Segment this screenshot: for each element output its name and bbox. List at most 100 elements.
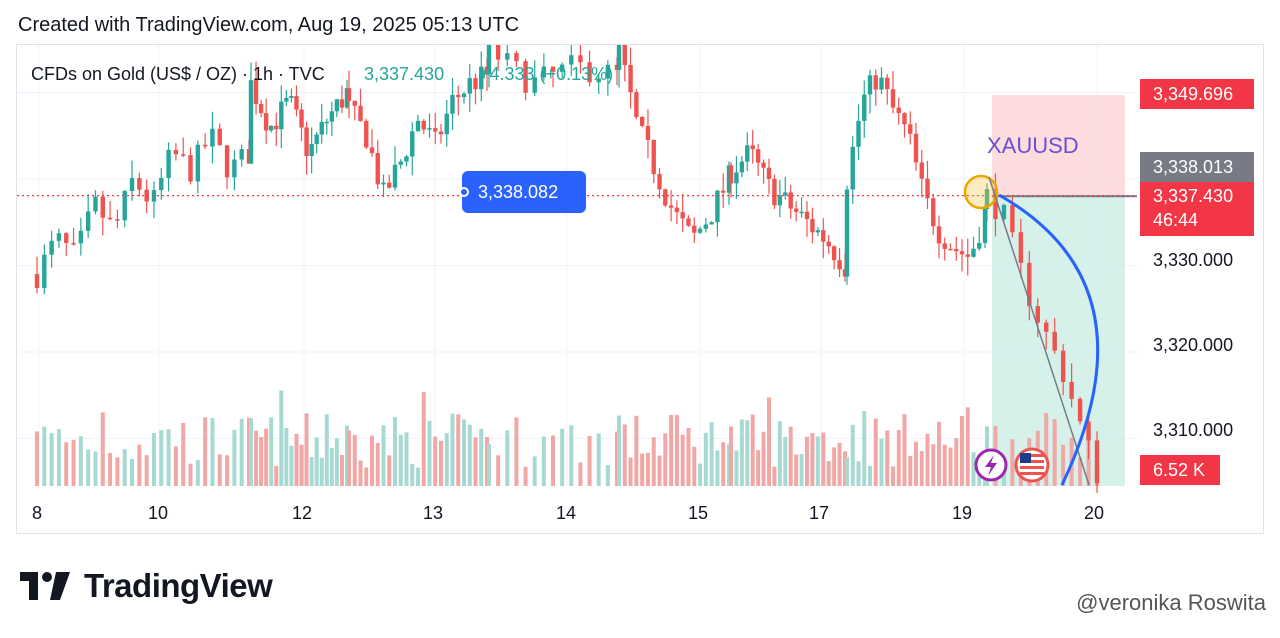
volume-bar (304, 413, 309, 486)
candle-body (369, 147, 375, 154)
candle-body (100, 196, 105, 218)
candle-body (810, 219, 815, 233)
candle-body (896, 107, 901, 114)
candle-body (634, 92, 639, 117)
candle-body (1035, 306, 1040, 323)
volume-bar (821, 432, 826, 486)
volume-bar (587, 436, 592, 486)
volume-bar (896, 429, 901, 486)
current-price: 3,337.430 (1153, 186, 1233, 206)
us-flag-icon[interactable] (1014, 447, 1050, 483)
candle-body (410, 131, 415, 157)
candle-body (977, 242, 982, 249)
candle-body (954, 248, 959, 252)
volume-bar (416, 467, 420, 486)
candle-body (569, 55, 574, 65)
candle-body (239, 149, 244, 160)
volume-bar (225, 455, 230, 486)
tradingview-logo: TradingView (20, 566, 273, 606)
volume-bar (450, 413, 455, 486)
volume-bar (439, 440, 443, 486)
volume-bar (862, 411, 867, 486)
event-lightning-icon[interactable] (974, 448, 1008, 482)
candle-body (299, 109, 304, 128)
candle-body (596, 78, 601, 83)
candle-body (799, 211, 804, 214)
candle-body (541, 66, 547, 78)
candle-body (444, 113, 449, 135)
candle-body (959, 251, 965, 255)
volume-bar (680, 434, 685, 486)
candle-body (697, 228, 703, 233)
volume-bar (444, 433, 449, 486)
volume-bar (772, 466, 777, 486)
volume-bar (960, 416, 964, 486)
volume-bar (628, 457, 633, 486)
volume-bar (274, 465, 279, 486)
volume-bar (1061, 444, 1066, 486)
x-tick-15: 15 (688, 503, 708, 523)
candle-body (837, 260, 842, 270)
candle-body (1010, 205, 1015, 233)
candle-body (559, 64, 565, 72)
candle-body (461, 93, 467, 98)
candle-body (122, 190, 127, 221)
volume-bar (462, 419, 466, 486)
candle-body (159, 177, 164, 191)
candle-body (456, 94, 461, 98)
volume-bar (805, 436, 809, 486)
candle-body (495, 45, 501, 60)
volume-bar (942, 444, 947, 486)
candle-body (224, 145, 230, 178)
volume-bar (1052, 419, 1057, 486)
candle-body (427, 128, 432, 130)
volume-value: 6.52 K (1153, 460, 1205, 480)
volume-bar (100, 412, 105, 486)
candle-body (438, 131, 444, 135)
candle-body (364, 120, 369, 148)
volume-bar (850, 424, 855, 486)
candle-body (93, 196, 98, 212)
last-quote: 3,337.430 (364, 64, 444, 84)
candle-body (34, 274, 40, 288)
y-tick-3320: 3,320.000 (1153, 335, 1233, 355)
candle-body (850, 146, 855, 190)
candle-body (56, 233, 62, 241)
candle-body (902, 113, 907, 125)
volume-bar (734, 450, 739, 486)
y-tick-3310: 3,310.000 (1153, 420, 1233, 440)
volume-bar (173, 446, 178, 486)
candle-body (703, 224, 709, 229)
candlestick-chart[interactable]: CFDs on Gold (US$ / OZ) · 1h · TVC 3,337… (17, 45, 1265, 535)
candle-body (879, 77, 884, 90)
candle-body (398, 161, 403, 165)
candle-body (433, 128, 438, 132)
candle-body (421, 120, 426, 130)
candle-body (942, 243, 947, 249)
candle-body (304, 127, 309, 156)
volume-bar (352, 434, 357, 486)
volume-bar (324, 414, 329, 486)
candle-body (64, 233, 69, 244)
crosshair-price-badge[interactable]: 3,338.082 (459, 171, 586, 213)
candle-body (1086, 421, 1091, 441)
volume-bar (551, 435, 555, 486)
candle-body (115, 219, 120, 221)
volume-bar (971, 452, 976, 486)
volume-bar (669, 414, 674, 486)
trend-line (988, 176, 1090, 486)
volume-bar (279, 390, 284, 486)
volume-bar (783, 437, 788, 486)
candle-body (867, 75, 873, 95)
volume-bar (427, 420, 432, 486)
candle-body (862, 94, 867, 121)
stop-loss-zone (992, 95, 1125, 197)
volume-bar (721, 442, 726, 486)
price-scale[interactable]: 3,349.696 3,338.013 3,337.430 46:44 3,33… (1140, 79, 1254, 485)
volume-bar (496, 455, 501, 486)
candle-body (663, 189, 668, 206)
volume-bar (364, 467, 369, 486)
volume-bar (381, 425, 386, 486)
volume-bar (505, 430, 510, 486)
volume-bar (799, 453, 804, 486)
